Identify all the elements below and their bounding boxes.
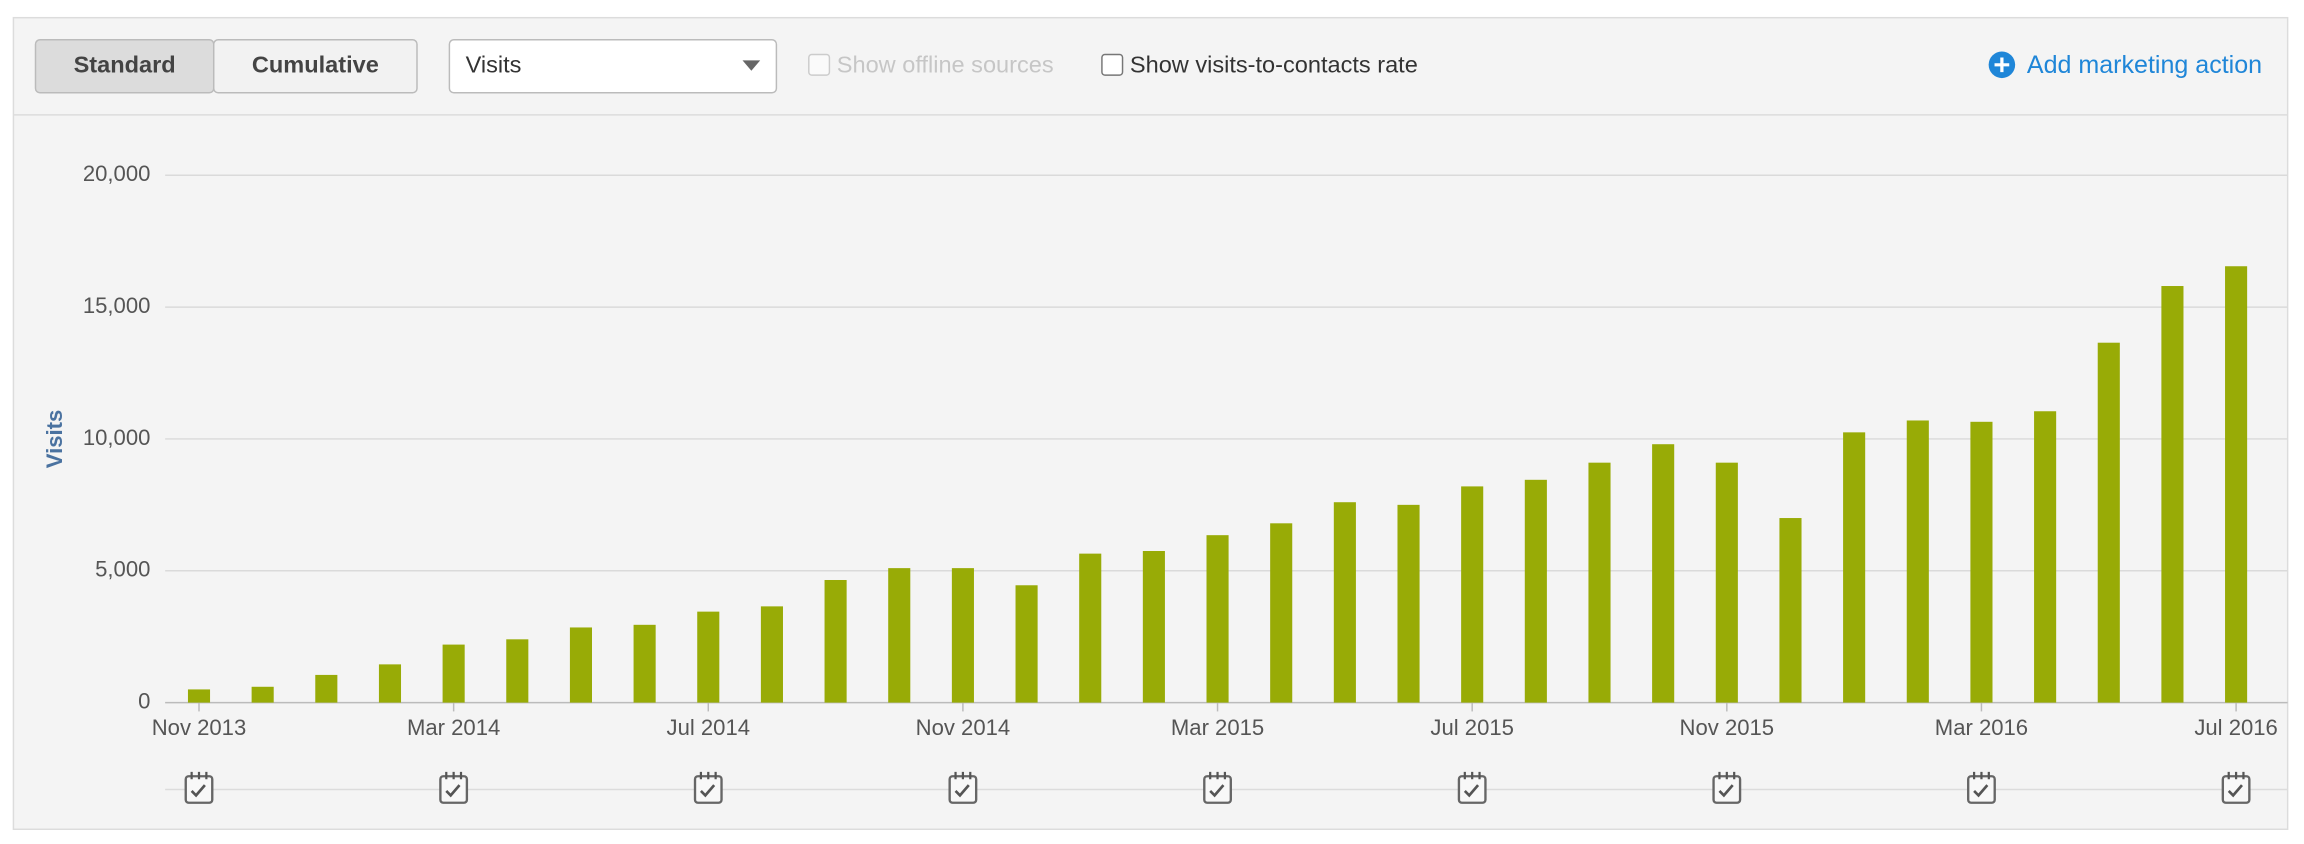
calendar-icon [693,775,723,804]
x-tick-label: Jul 2015 [1430,715,1513,740]
bar [697,611,720,703]
bar [569,627,593,703]
select-arrow [742,60,761,71]
calendar-icon [1457,775,1487,804]
bar [1906,420,1929,703]
bar [2097,342,2120,703]
bar [2225,266,2248,703]
checkbox[interactable] [808,53,831,76]
standard-label[interactable]: Standard [74,52,176,78]
add-icon-plus [1994,57,2010,73]
bar [1461,486,1484,703]
calendar-icon-check [190,784,206,798]
panel [12,16,2289,831]
bar [378,664,402,703]
calendar-icon-check [699,784,716,798]
calendar-icon [1967,775,1996,804]
bar [633,624,656,703]
bar [1588,462,1611,703]
calendar-icon-check [1209,784,1225,798]
bar [1142,550,1165,703]
metric-select[interactable] [448,39,778,94]
checkbox-label[interactable]: Show offline sources [837,52,1054,78]
calendar-icon [948,775,978,804]
calendar-icon-rings [1718,771,1736,780]
calendar-icon-rings [2227,771,2245,780]
x-tick-label: Mar 2014 [407,715,500,740]
y-tick-label: 0 [138,688,150,713]
calendar-icon-rings [445,771,463,780]
x-tick-label: Nov 2014 [916,715,1011,740]
bar [1715,462,1738,703]
calendar-icon-check [954,784,970,798]
calendar-icon [1203,775,1232,804]
checkbox[interactable] [1101,53,1124,76]
calendar-icon-rings [954,771,972,780]
bar [187,689,211,703]
bar [760,606,783,703]
bar [1843,432,1866,703]
calendar-icon [439,775,469,804]
bar [251,686,274,703]
calendar-icon-check [1463,784,1480,798]
bar [315,674,338,703]
bar [506,639,529,703]
calendar-icon-rings [1972,771,1990,780]
add-marketing-action[interactable]: Add marketing action [2027,51,2262,79]
y-tick-label: 10,000 [83,425,151,450]
bar [2161,286,2184,703]
x-tick-label: Mar 2015 [1171,715,1264,740]
calendar-icon-check [2227,784,2243,798]
bar [1524,479,1547,703]
calendar-icon [1712,775,1742,804]
calendar-icon-rings [1209,771,1227,780]
bar [824,579,847,703]
y-tick-label: 15,000 [83,293,151,318]
x-tick-label: Jul 2016 [2194,715,2277,740]
x-tick-label: Mar 2016 [1935,715,2028,740]
x-tick-label: Nov 2013 [152,715,247,740]
bar [1079,553,1102,703]
calendar-icon-rings [190,771,208,780]
metric-select-label[interactable]: Visits [466,52,522,78]
cumulative-button[interactable] [212,39,418,94]
y-tick-label: 5,000 [95,557,150,582]
checkbox-label[interactable]: Show visits-to-contacts rate [1130,52,1418,78]
y-tick-label: 20,000 [83,161,151,186]
bar [1397,504,1420,703]
calendar-icon-rings [699,771,717,780]
x-tick-label: Nov 2015 [1680,715,1775,740]
bar [1779,518,1802,703]
calendar-icon [184,775,214,804]
bar [1015,585,1038,703]
calendar-icon-check [1973,784,1989,798]
calendar-icon-rings [1463,771,1481,780]
bar [442,644,465,703]
x-tick-label: Jul 2014 [667,715,750,740]
y-axis-label: Visits [42,410,67,469]
calendar-icon-check [445,784,461,798]
bar [1652,444,1675,703]
bar [1970,421,1993,703]
bar [1206,535,1229,703]
calendar-icon [2221,775,2251,804]
calendar-icon-check [1718,784,1734,798]
cumulative-label[interactable]: Cumulative [252,52,379,78]
bar [951,568,974,703]
bar [2034,411,2057,703]
bar [888,568,911,703]
bar [1333,502,1356,703]
bar [1270,523,1293,703]
